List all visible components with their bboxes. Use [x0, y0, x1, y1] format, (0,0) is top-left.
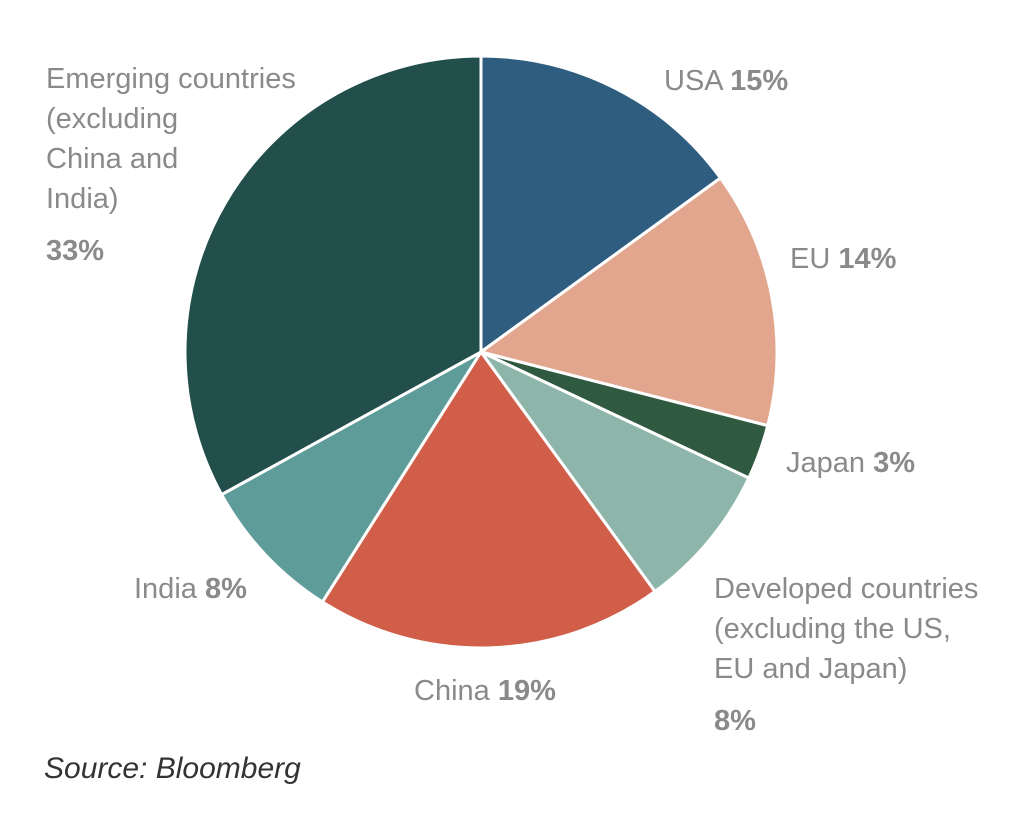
- slice-india: [220, 350, 483, 604]
- label-name-line: (excluding: [46, 103, 178, 135]
- label-value: 3%: [873, 447, 915, 479]
- label-name: India: [134, 573, 205, 605]
- label-name-line: Developed countries: [714, 573, 978, 605]
- label-name: Japan: [786, 447, 873, 479]
- label-value: 19%: [498, 675, 556, 707]
- slice-developed-countries-excluding-the-us-eu-and-japan: [479, 350, 751, 593]
- slice-emerging-countries-excluding-china-and-india: [183, 54, 483, 497]
- slice-usa: [479, 54, 722, 354]
- label-name: USA: [664, 65, 730, 97]
- label-usa: USA 15%: [664, 65, 788, 97]
- label-name: EU: [790, 243, 838, 275]
- pie-slices: [183, 54, 779, 650]
- slice-china: [320, 350, 657, 650]
- label-india: India 8%: [134, 573, 247, 605]
- label-name-line: (excluding the US,: [714, 613, 951, 645]
- label-name: China: [414, 675, 498, 707]
- label-china: China 19%: [414, 675, 556, 707]
- label-emerging-countries-excluding-china-and-india: Emerging countries (excluding China and Ind…: [46, 63, 296, 267]
- label-name-line: India): [46, 183, 119, 215]
- label-value: 15%: [730, 65, 788, 97]
- label-name-line: China and: [46, 143, 178, 175]
- label-eu: EU 14%: [790, 243, 897, 275]
- label-value: 8%: [205, 573, 247, 605]
- label-value: 8%: [714, 705, 756, 737]
- label-value: 14%: [838, 243, 896, 275]
- slice-eu: [479, 176, 779, 428]
- label-developed-countries-excluding-the-us-eu-and-japan: Developed countries (excluding the US, EU …: [714, 573, 978, 737]
- label-name-line: EU and Japan): [714, 653, 907, 685]
- slice-labels: USA 15% EU 14% Japan 3% Developed countries…: [46, 63, 978, 737]
- label-japan: Japan 3%: [786, 447, 915, 479]
- label-name-line: Emerging countries: [46, 63, 296, 95]
- source-note: Source: Bloomberg: [44, 752, 301, 785]
- label-value: 33%: [46, 235, 104, 267]
